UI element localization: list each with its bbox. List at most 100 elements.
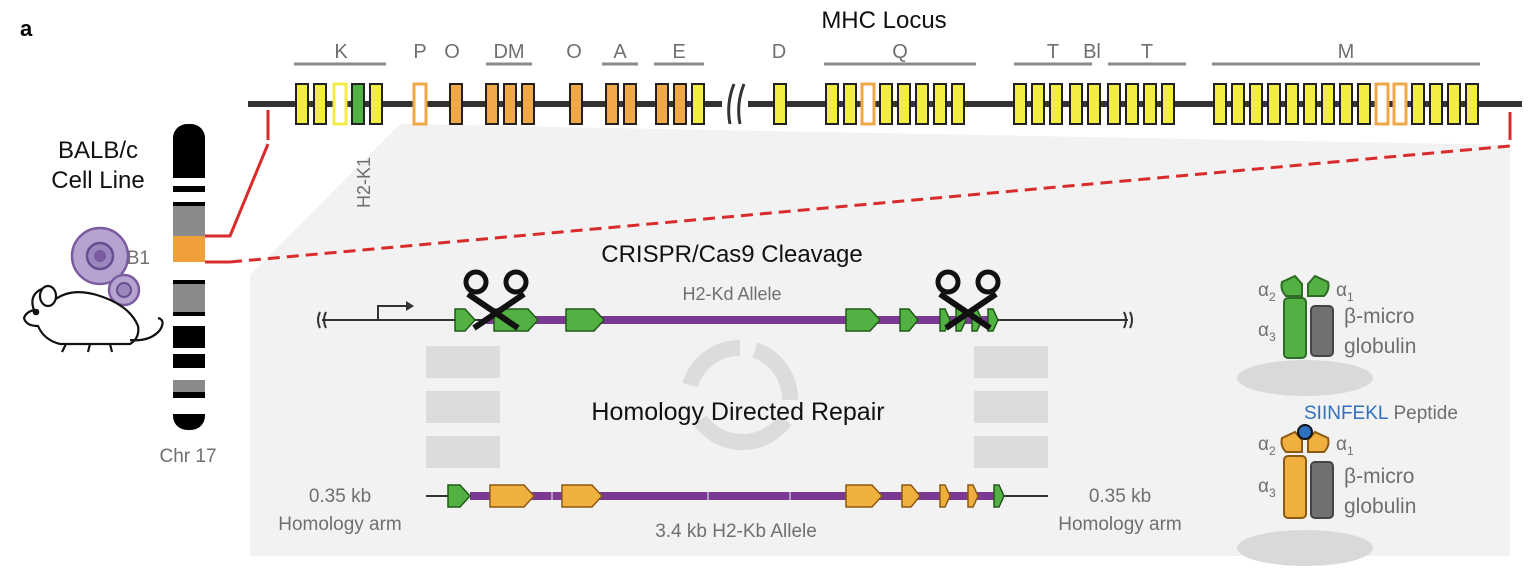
gene-box (351, 83, 365, 125)
gene-box (1249, 83, 1263, 125)
exon-arrow (899, 308, 919, 332)
gene-box (1213, 83, 1227, 125)
exon-arrow (447, 484, 472, 508)
gene-box (332, 82, 348, 126)
gene-box (521, 83, 535, 125)
region-label: M (1338, 41, 1355, 63)
gene-box (569, 83, 583, 125)
region-label: Q (892, 41, 908, 63)
gene-box (1267, 83, 1281, 125)
gene-box (1429, 83, 1443, 125)
alpha-label: α2 (1258, 280, 1276, 304)
gene-box (933, 83, 947, 125)
gene-box (1069, 83, 1083, 125)
alpha-label: α1 (1336, 280, 1354, 304)
region-labels: K P O DM O A E D Q T Bl T M (334, 41, 1354, 63)
scissors-icon (463, 269, 529, 331)
chromosome-name: Chr 17 (159, 446, 216, 467)
beta-label-2: globulin (1344, 495, 1416, 518)
exon-arrow (901, 484, 921, 508)
region-label: D (772, 41, 786, 63)
exon-arrow (939, 484, 951, 508)
gene-box (1339, 83, 1353, 125)
exon-arrow (845, 484, 884, 508)
locus-title: MHC Locus (821, 7, 946, 34)
gene-box (691, 83, 705, 125)
zoom-panel (250, 124, 1510, 556)
kb-exons (447, 484, 1005, 508)
gene-box (773, 83, 787, 125)
cell-icons (70, 226, 141, 307)
peptide-label: SIINFEKL Peptide (1304, 403, 1458, 424)
gene-box (295, 83, 309, 125)
gene-box (1465, 83, 1479, 125)
gene-label-h2k1: H2-K1 (354, 157, 374, 208)
gene-box (503, 83, 517, 125)
gene-box (1321, 83, 1335, 125)
cell-line-label-2: Cell Line (51, 167, 144, 194)
gene-box (915, 83, 929, 125)
cleavage-title: CRISPR/Cas9 Cleavage (601, 241, 862, 268)
left-arm-size: 0.35 kb (309, 486, 371, 507)
region-label: A (613, 41, 627, 63)
kb-allele-label: 3.4 kb H2-Kb Allele (655, 521, 817, 542)
gene-box (879, 83, 893, 125)
region-label: T (1047, 41, 1059, 63)
region-label: K (334, 41, 348, 63)
homology-stripes (426, 346, 1048, 468)
region-label: DM (493, 41, 524, 63)
mouse-icon (22, 284, 164, 353)
gene-box (1107, 83, 1121, 125)
alpha-label: α1 (1336, 434, 1354, 458)
exon-arrow (561, 484, 604, 508)
gene-box (1285, 83, 1299, 125)
gene-box (843, 83, 857, 125)
gene-box (1031, 83, 1045, 125)
exon-arrow (565, 308, 606, 332)
gene-box (369, 83, 383, 125)
gene-box (1303, 83, 1317, 125)
gene-box (1357, 83, 1371, 125)
locus-genes (295, 82, 1479, 126)
gene-box (1161, 83, 1175, 125)
gene-box (1374, 82, 1390, 126)
gene-box (412, 82, 428, 126)
gene-box (1143, 83, 1157, 125)
exon-arrow (454, 308, 477, 332)
gene-box (605, 83, 619, 125)
region-label: P (413, 41, 426, 63)
exon-arrow (493, 308, 540, 332)
exon-arrow (993, 484, 1005, 508)
allele-label-kd: H2-Kd Allele (682, 284, 781, 304)
repair-cycle-icon (682, 339, 799, 450)
promoter-arrow (377, 305, 406, 320)
beta-label-1: β-micro (1344, 465, 1414, 488)
region-label: Bl (1083, 41, 1101, 63)
band-label: B1 (127, 248, 150, 269)
alpha-label: α2 (1258, 434, 1276, 458)
alpha-label: α3 (1258, 320, 1276, 344)
gene-box (673, 83, 687, 125)
gene-box (1049, 83, 1063, 125)
right-arm-label: Homology arm (1058, 514, 1182, 535)
gene-box (623, 83, 637, 125)
gene-box (1411, 83, 1425, 125)
region-label: T (1141, 41, 1153, 63)
repair-title: Homology Directed Repair (591, 398, 884, 426)
beta-label-2: globulin (1344, 335, 1416, 358)
mhc-protein-kb (1237, 424, 1373, 566)
gene-box (449, 83, 463, 125)
gene-box (485, 83, 499, 125)
scissors-icon (935, 269, 1001, 331)
gene-box (655, 83, 669, 125)
gene-box (1125, 83, 1139, 125)
exon-arrow (845, 308, 882, 332)
gene-box (860, 82, 876, 126)
region-label: O (444, 41, 460, 63)
cell-line-label-1: BALB/c (58, 137, 138, 164)
gene-box (313, 83, 327, 125)
gene-box (1447, 83, 1461, 125)
gene-box (1231, 83, 1245, 125)
gene-box (897, 83, 911, 125)
